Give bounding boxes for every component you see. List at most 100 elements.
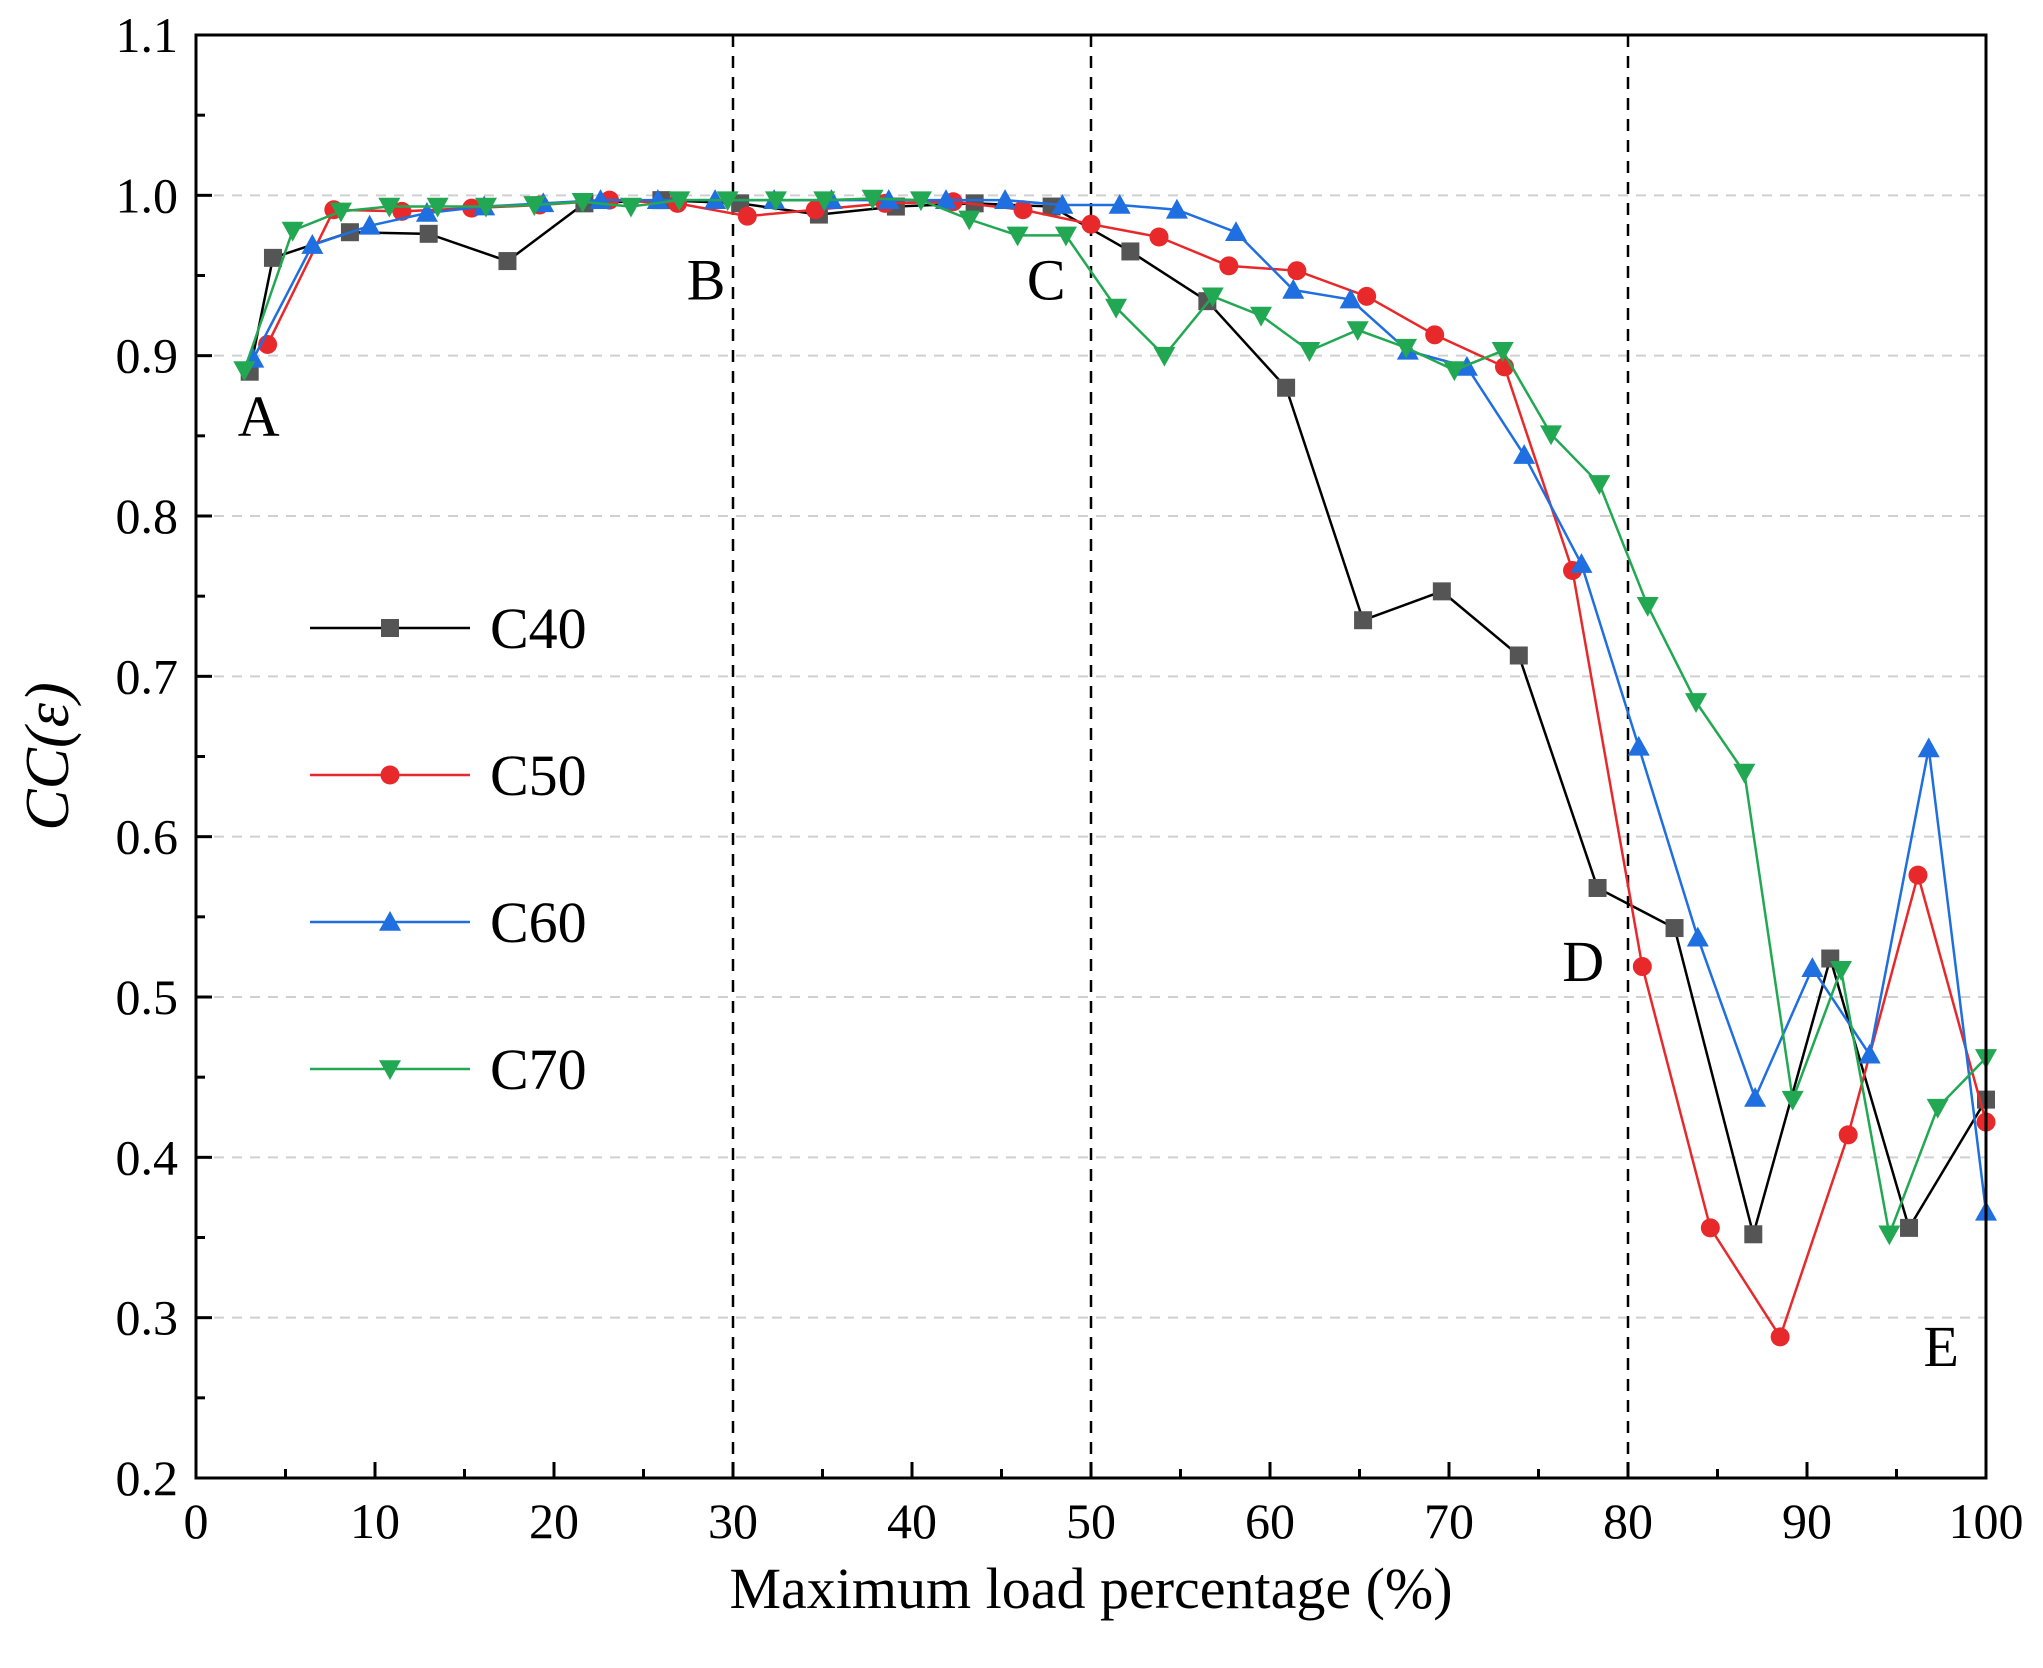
x-tick-label: 10 [350, 1493, 400, 1549]
legend-label: C40 [490, 596, 587, 661]
data-point [1432, 582, 1451, 601]
data-point [1744, 1087, 1767, 1107]
data-point [1686, 926, 1709, 947]
data-point [1830, 960, 1853, 981]
annotation-c: C [1027, 248, 1066, 313]
x-tick-label: 100 [1949, 1493, 2024, 1549]
legend-item-c70: C70 [310, 1037, 587, 1102]
legend-label: C70 [490, 1037, 587, 1102]
data-point [1733, 763, 1756, 784]
data-point [426, 197, 449, 218]
data-point [1509, 646, 1528, 665]
x-axis-title: Maximum load percentage (%) [729, 1556, 1452, 1621]
legend: C40 C50 C60 C70 [310, 596, 587, 1102]
legend-label: C60 [490, 890, 587, 955]
data-point [1588, 475, 1611, 495]
data-point [498, 252, 517, 271]
data-point [1108, 193, 1131, 214]
annotation-a: A [238, 384, 280, 449]
series-c70 [233, 189, 1997, 1246]
y-tick-label: 0.2 [116, 1450, 179, 1506]
legend-item-c60: C60 [310, 890, 587, 955]
data-point [1277, 378, 1296, 397]
data-point [1165, 198, 1188, 219]
x-tick-label: 0 [184, 1493, 209, 1549]
data-point [281, 221, 304, 242]
y-tick-label: 0.7 [116, 648, 179, 704]
data-point [1770, 1327, 1790, 1347]
data-point [958, 210, 981, 231]
x-tick-label: 60 [1245, 1493, 1295, 1549]
data-point [935, 189, 958, 209]
data-point [1540, 425, 1563, 446]
x-tick-label: 70 [1424, 1493, 1474, 1549]
y-tick-label: 1.0 [116, 167, 179, 223]
vertical-reference-lines [731, 35, 1630, 1478]
data-point [1006, 226, 1029, 247]
data-point [1636, 596, 1659, 617]
y-tick-label: 0.9 [116, 328, 179, 384]
data-point [1917, 737, 1940, 758]
x-tick-label: 80 [1603, 1493, 1653, 1549]
data-point [1425, 325, 1445, 345]
data-point [1224, 221, 1247, 242]
annotation-b: B [687, 248, 726, 313]
data-point [813, 191, 836, 212]
data-point [1685, 693, 1708, 713]
data-point [1900, 1218, 1919, 1237]
data-point [329, 202, 352, 223]
data-point [301, 234, 324, 254]
data-point [668, 191, 691, 212]
x-tick-label: 30 [708, 1493, 758, 1549]
data-point [1513, 444, 1536, 464]
data-point [1219, 256, 1239, 276]
axis-ticks: 0.2 0.3 0.4 0.5 0.6 0.7 0.8 0.9 1.0 1.1 0 10 20 30 40 5… [116, 7, 2024, 1549]
data-point [1588, 878, 1607, 897]
data-point [1443, 361, 1466, 382]
data-point [358, 214, 381, 235]
x-tick-label: 20 [529, 1493, 579, 1549]
data-point [1908, 865, 1928, 885]
data-point [523, 196, 546, 216]
y-tick-label: 1.1 [116, 7, 179, 63]
data-point [1491, 342, 1514, 362]
data-point [1354, 611, 1373, 630]
data-point [1395, 338, 1418, 359]
data-point [1665, 919, 1684, 938]
legend-marker [380, 765, 400, 785]
annotations: A B C D E [238, 248, 1959, 1379]
data-point [1878, 1225, 1901, 1246]
data-point [764, 191, 787, 212]
data-point [1926, 1098, 1949, 1119]
data-point [1744, 1225, 1763, 1244]
x-tick-label: 90 [1782, 1493, 1832, 1549]
legend-marker [379, 1060, 401, 1080]
data-point [1781, 1090, 1804, 1111]
data-point [419, 224, 438, 243]
legend-marker [379, 911, 401, 931]
data-point [1801, 957, 1824, 977]
data-point [805, 200, 825, 220]
data-point [1838, 1125, 1858, 1145]
data-point [1287, 261, 1307, 281]
y-tick-label: 0.8 [116, 488, 179, 544]
y-axis-title: CC(ε) [14, 682, 82, 830]
data-point [909, 191, 932, 212]
data-point [1250, 306, 1273, 327]
annotation-d: D [1562, 929, 1604, 994]
legend-item-c50: C50 [310, 743, 587, 808]
y-tick-label: 0.6 [116, 809, 179, 865]
data-point [1121, 242, 1140, 261]
annotation-e: E [1924, 1314, 1959, 1379]
data-point [1081, 214, 1101, 234]
data-point [1357, 286, 1377, 306]
data-point [1105, 298, 1128, 319]
data-point [415, 201, 438, 222]
data-point [994, 189, 1017, 209]
legend-marker [381, 619, 399, 637]
data-point [737, 206, 757, 226]
data-point [233, 361, 256, 382]
legend-item-c40: C40 [310, 596, 587, 661]
data-point [1858, 1043, 1881, 1064]
data-point [1149, 227, 1169, 247]
